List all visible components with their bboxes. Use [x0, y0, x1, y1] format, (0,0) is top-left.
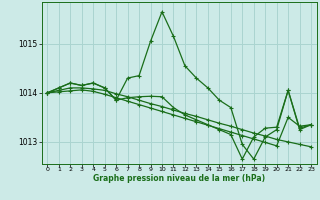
X-axis label: Graphe pression niveau de la mer (hPa): Graphe pression niveau de la mer (hPa) — [93, 174, 265, 183]
